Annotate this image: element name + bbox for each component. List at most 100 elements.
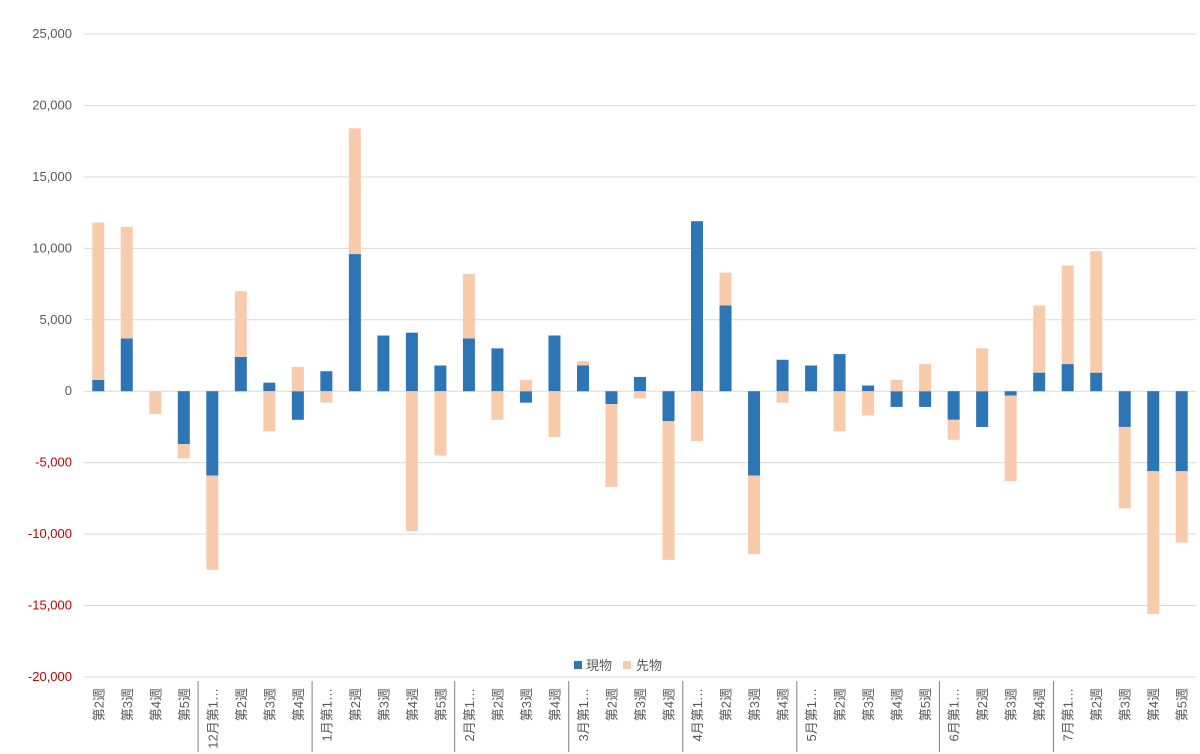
bar-genbutsu: [805, 365, 818, 392]
legend-swatch-sakimono: [623, 661, 631, 669]
x-tick-label: 第2週: [348, 688, 363, 721]
bar-genbutsu: [605, 391, 618, 405]
bar-sakimono: [120, 226, 133, 339]
x-tick-label: 第2週: [833, 688, 848, 721]
x-tick-label: 1月第1…: [319, 688, 334, 741]
x-tick-label: 第4週: [547, 688, 562, 721]
x-tick-label: 第3週: [519, 688, 534, 721]
bar-sakimono: [691, 391, 704, 442]
x-tick-label: 第3週: [1004, 688, 1019, 721]
bar-genbutsu: [405, 332, 418, 392]
bar-sakimono: [1090, 251, 1103, 373]
bar-genbutsu: [947, 391, 960, 420]
x-tick-label: 4月第1…: [690, 688, 705, 741]
bar-genbutsu: [206, 391, 219, 476]
bar-genbutsu: [519, 391, 532, 403]
bar-genbutsu: [776, 359, 789, 392]
bar-genbutsu: [691, 221, 704, 392]
bar-genbutsu: [234, 356, 247, 392]
bar-genbutsu: [348, 254, 361, 392]
y-tick-label: -10,000: [28, 526, 72, 541]
bar-genbutsu: [890, 391, 903, 407]
bar-genbutsu: [120, 338, 133, 392]
x-tick-label: 第5週: [918, 688, 933, 721]
bar-genbutsu: [1118, 391, 1131, 427]
x-tick-label: 第3週: [861, 688, 876, 721]
x-tick-label: 第2週: [1089, 688, 1104, 721]
x-tick-label: 第2週: [490, 688, 505, 721]
bar-genbutsu: [662, 391, 675, 422]
x-tick-label: 第2週: [719, 688, 734, 721]
bar-sakimono: [748, 475, 761, 555]
x-tick-label: 第4週: [1146, 688, 1161, 721]
x-tick-label: 6月第1…: [947, 688, 962, 741]
x-tick-label: 第3週: [120, 688, 135, 721]
bar-sakimono: [434, 391, 447, 456]
legend-label-sakimono: 先物: [636, 658, 662, 673]
bar-genbutsu: [634, 376, 646, 392]
bar-genbutsu: [719, 305, 732, 392]
bars: [92, 128, 1188, 615]
bar-genbutsu: [1004, 391, 1017, 396]
x-axis-tick-labels: 第2週 第3週 第4週 第5週 12月第1… 第2週 第3週 第4週 1月第1… 第2週 第3週 第4…: [91, 681, 1190, 752]
bar-genbutsu: [1147, 391, 1160, 472]
bar-sakimono: [548, 391, 561, 437]
x-tick-label: 第2週: [975, 688, 990, 721]
bar-sakimono: [348, 128, 361, 255]
bar-sakimono: [92, 222, 105, 380]
x-tick-label: 第3週: [376, 688, 391, 721]
y-tick-label: -15,000: [28, 598, 72, 613]
x-tick-label: 第3週: [747, 688, 762, 721]
bar-sakimono: [149, 391, 162, 415]
x-tick-label: 5月第1…: [804, 688, 819, 741]
y-axis-tick-labels: -20,000 -15,000 -10,000 -5,000 0 5,000 10,000 1…: [28, 26, 72, 684]
x-tick-label: 12月第1…: [205, 688, 220, 749]
bar-sakimono: [890, 379, 903, 392]
bar-genbutsu: [548, 335, 561, 392]
gridlines: [84, 33, 1196, 678]
bar-genbutsu: [576, 365, 589, 392]
bar-sakimono: [576, 361, 589, 366]
x-tick-label: 第4週: [148, 688, 163, 721]
bar-genbutsu: [1033, 372, 1046, 392]
bar-sakimono: [719, 272, 732, 306]
x-tick-label: 第5週: [177, 688, 192, 721]
bar-sakimono: [776, 391, 789, 403]
x-tick-label: 第2週: [234, 688, 249, 721]
x-tick-label: 2月第1…: [462, 688, 477, 741]
x-tick-label: 第4週: [890, 688, 905, 721]
bar-sakimono: [177, 444, 190, 459]
x-tick-label: 第5週: [1175, 688, 1190, 721]
bar-sakimono: [947, 419, 960, 440]
bar-sakimono: [291, 366, 304, 392]
bar-sakimono: [1033, 305, 1046, 373]
bar-genbutsu: [291, 391, 304, 420]
x-tick-label: 第2週: [604, 688, 619, 721]
bar-sakimono: [519, 379, 532, 392]
bar-sakimono: [1147, 471, 1160, 615]
bar-sakimono: [862, 391, 875, 416]
bar-genbutsu: [1090, 372, 1103, 392]
bar-genbutsu: [320, 371, 333, 392]
y-tick-label: 0: [65, 383, 72, 398]
bar-genbutsu: [976, 391, 989, 427]
bar-genbutsu: [1061, 364, 1074, 392]
x-tick-label: 第4週: [291, 688, 306, 721]
bar-sakimono: [1004, 395, 1017, 482]
bar-sakimono: [919, 364, 932, 392]
bar-sakimono: [605, 404, 618, 487]
x-tick-label: 第5週: [433, 688, 448, 721]
bar-sakimono: [206, 475, 219, 570]
bar-genbutsu: [92, 379, 105, 392]
bar-genbutsu: [862, 385, 875, 392]
x-tick-label: 第3週: [633, 688, 648, 721]
bar-sakimono: [234, 291, 247, 357]
x-tick-label: 第3週: [1118, 688, 1133, 721]
x-tick-label: 第4週: [776, 688, 791, 721]
x-tick-label: 第2週: [91, 688, 106, 721]
y-tick-label: -5,000: [35, 455, 72, 470]
x-tick-label: 第3週: [262, 688, 277, 721]
bar-genbutsu: [833, 354, 846, 392]
y-tick-label: 10,000: [32, 240, 72, 255]
